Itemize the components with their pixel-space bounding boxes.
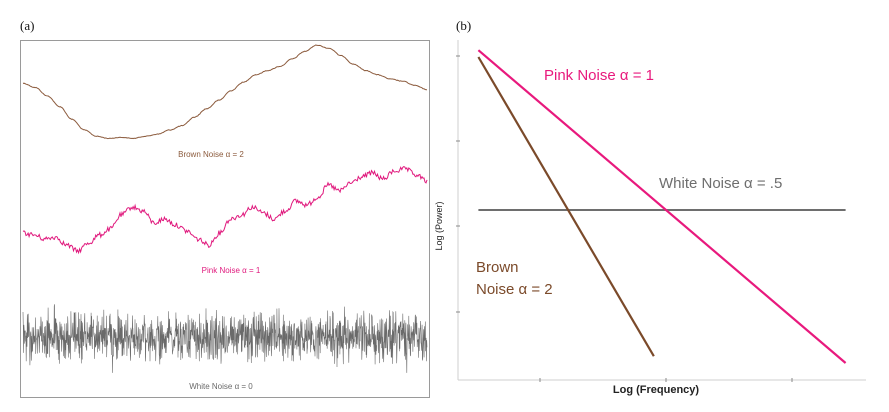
panel-b-chart: Pink Noise α = 1 White Noise α = .5 Brow…	[434, 40, 866, 396]
white-noise-annotation: White Noise α = .5	[659, 175, 782, 192]
y-axis-label: Log (Power)	[434, 201, 444, 250]
brown-noise-line	[477, 56, 655, 357]
brown-noise-series	[22, 44, 427, 140]
brown-noise-label: Brown Noise α = 2	[178, 150, 244, 159]
pink-noise-annotation: Pink Noise α = 1	[544, 67, 654, 84]
panel-b-label: (b)	[456, 18, 472, 33]
brown-noise-annotation-line2: Noise α = 2	[476, 281, 553, 298]
white-noise-series	[22, 304, 428, 373]
pink-noise-line	[477, 49, 847, 364]
panel-a-time-series: Brown Noise α = 2 Pink Noise α = 1 White…	[20, 40, 430, 398]
pink-noise-label: Pink Noise α = 1	[202, 266, 261, 275]
panel-a-chart: Brown Noise α = 2 Pink Noise α = 1 White…	[22, 44, 428, 391]
panel-a-label: (a)	[20, 18, 35, 33]
panel-b-spectrum-chart: Pink Noise α = 1 White Noise α = .5 Brow…	[434, 40, 868, 396]
x-axis-label: Log (Frequency)	[613, 384, 700, 396]
pink-noise-series	[22, 166, 428, 255]
white-noise-label: White Noise α = 0	[189, 382, 253, 391]
brown-noise-annotation-line1: Brown	[476, 259, 519, 276]
